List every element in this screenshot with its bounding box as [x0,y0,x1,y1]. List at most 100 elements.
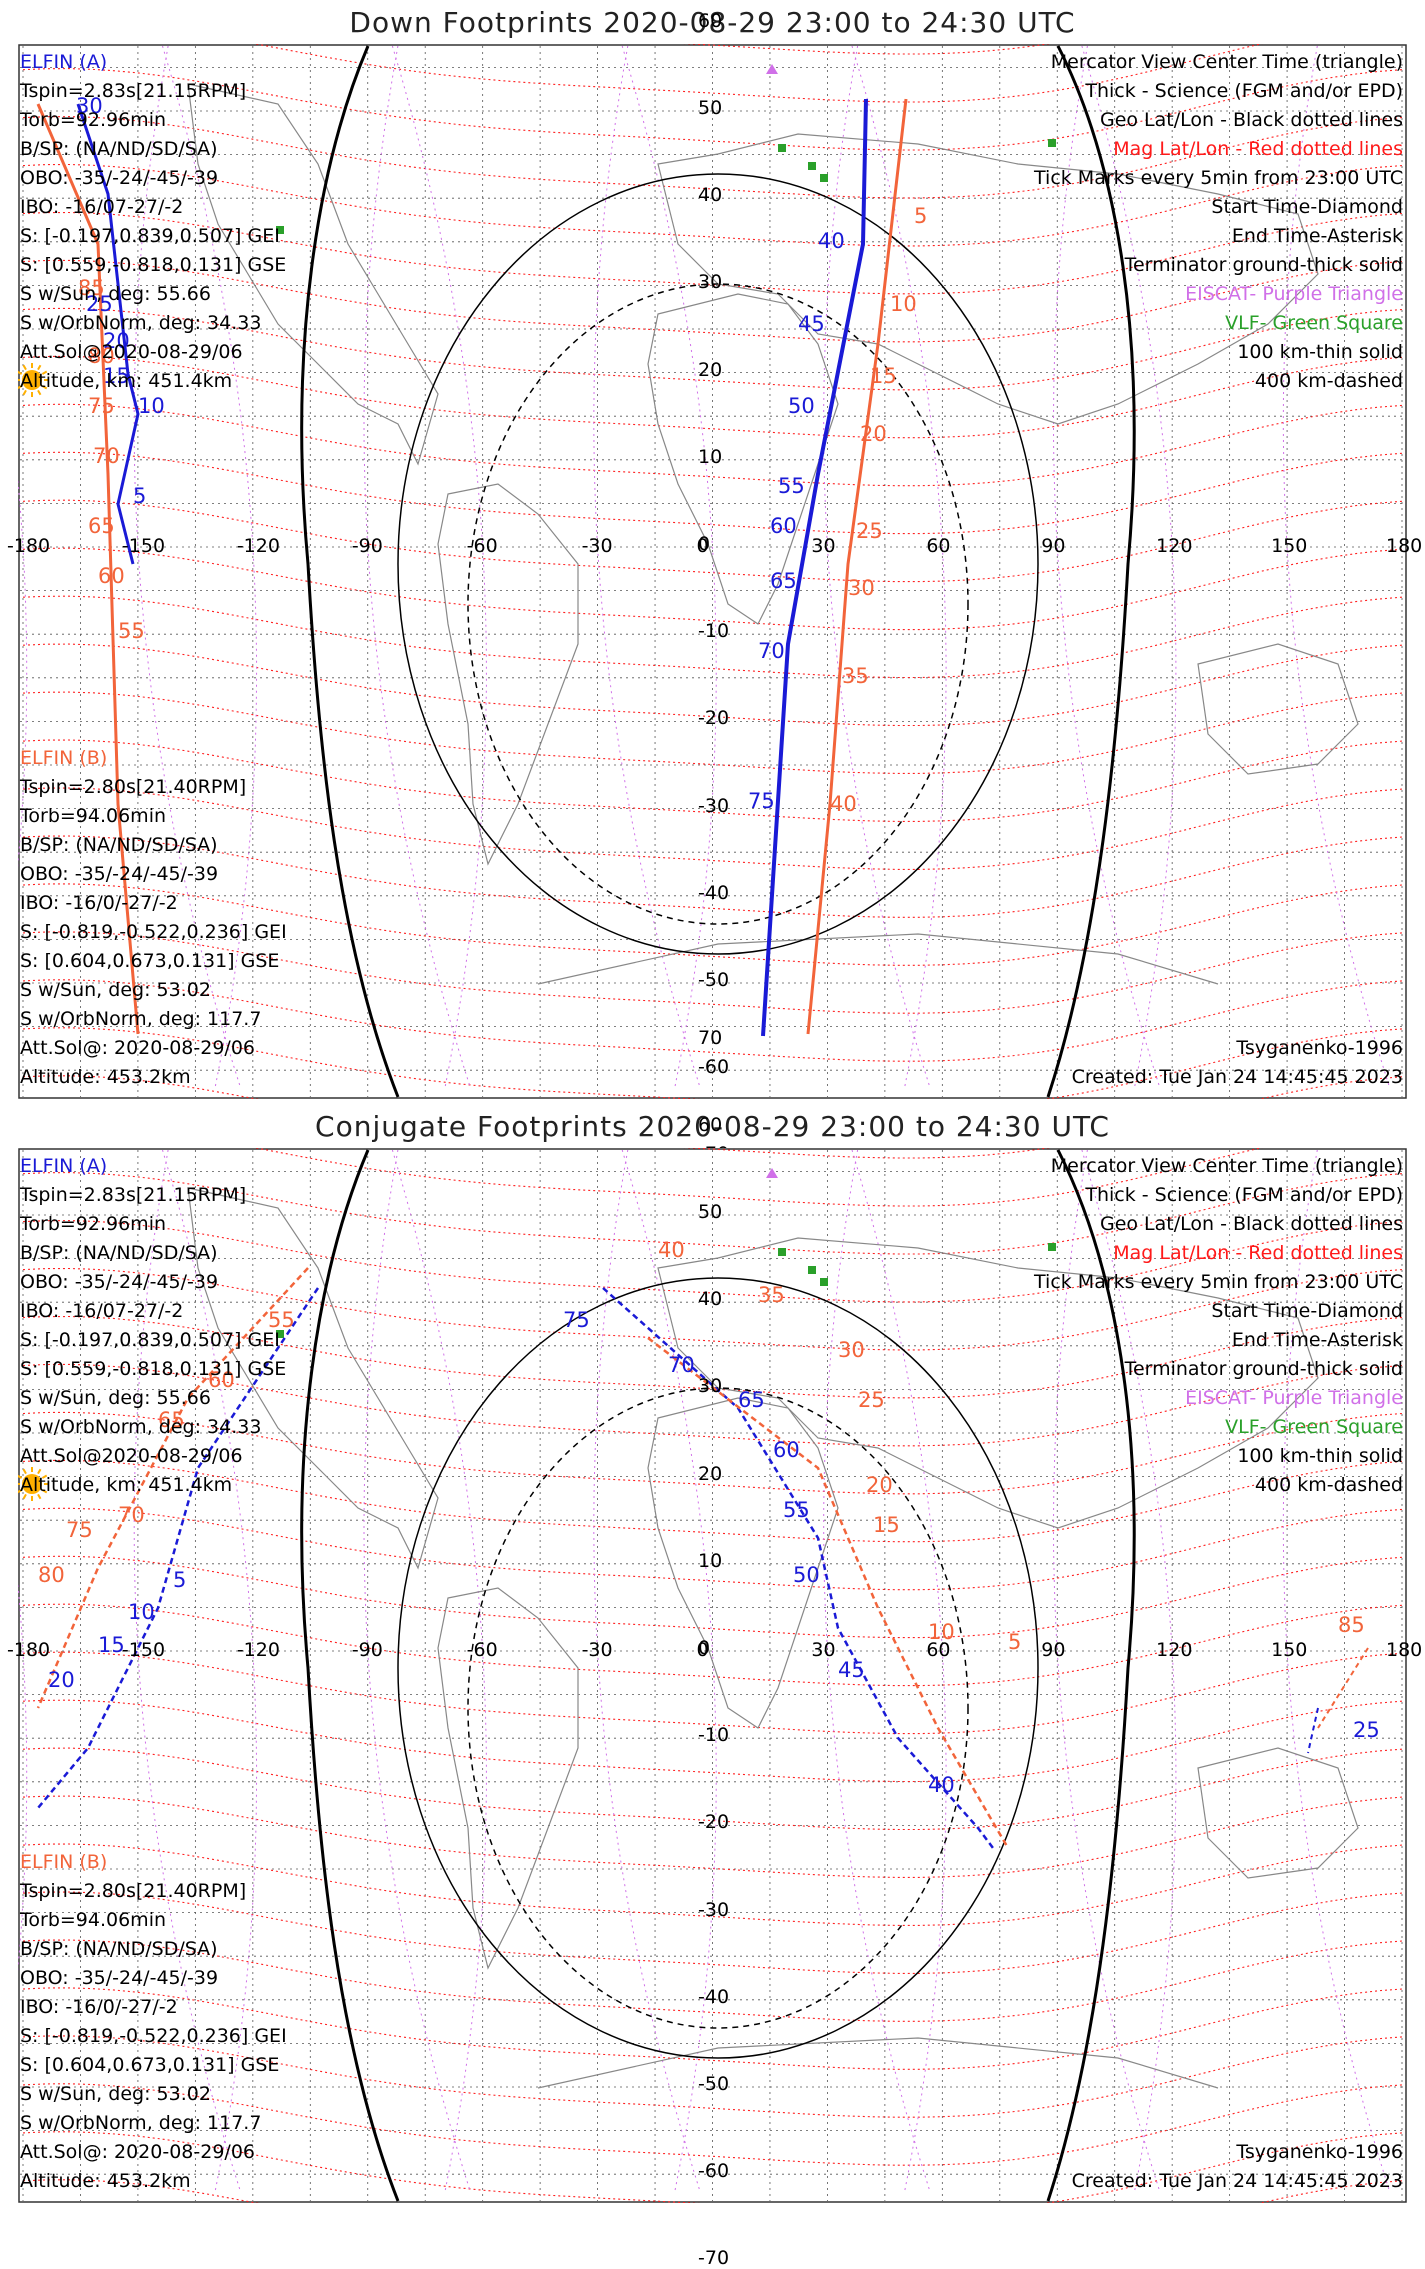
track-time-label: 70 [118,1503,145,1527]
coastlines [187,83,1359,985]
legend-item: EISCAT- Purple Triangle [1185,283,1403,305]
created-label: Created: Tue Jan 24 14:45:45 2023 [1071,1066,1403,1088]
lon-tick-label: 180 [1386,1639,1423,1661]
track-time-label: 75 [563,1308,590,1332]
mag-latitude-line [22,931,1403,1014]
info-line: B/SP: (NA/ND/SD/SA) [20,1938,218,1960]
info-line: OBO: -35/-24/-45/-39 [20,1967,219,1989]
info-line: Altitude: 453.2km [20,1066,191,1088]
elfin-a-info: ELFIN (A) Tspin=2.83s[21.15RPM] Torb=92.… [20,48,286,396]
mag-latitude-line [22,1699,1403,1783]
info-line: Att.Sol@: 2020-08-29/06 [20,1037,256,1059]
vlf-marker [276,226,284,234]
mag-latitude-line [22,1411,1403,1495]
track-time-label: 35 [842,664,869,688]
mag-latitude-line [22,211,1403,295]
elfin-b-name: ELFIN (B) [20,747,108,769]
lat-tick-label: -30 [698,1898,730,1921]
info-line: S: [0.559,-0.818,0.131] GSE [20,254,287,276]
sun-ray [37,1493,42,1500]
info-line: Torb=92.96min [20,1213,167,1235]
info-line: S: [-0.819,-0.522,0.236] GEI [20,921,287,943]
track-time-label: 40 [928,1773,955,1797]
coastline [647,293,839,625]
terminator-400km [467,283,969,925]
sun-ray [37,364,42,371]
model-label: Tsyganenko-1996 [1236,1037,1403,1059]
geo-grid [20,46,1405,1097]
track-time-label: 60 [208,1368,235,1392]
terminator [18,45,1136,1098]
mag-latitude-line [22,307,1403,391]
legend-item: End Time-Asterisk [1231,1329,1403,1351]
mag-latitude-line [22,1315,1403,1399]
info-line: B/SP: (NA/ND/SD/SA) [20,834,218,856]
mag-grid [18,1148,1403,2203]
sun-ray [18,370,23,375]
lat-tick-label: -20 [698,707,730,730]
lon-tick-label: -60 [466,1639,498,1661]
info-line: S w/Sun, deg: 53.02 [20,2083,211,2105]
track-time-label: 5 [133,484,147,508]
mag-longitude-line [18,1579,28,1973]
vlf-marker [778,144,786,152]
info-line: IBO: -16/0/-27/-2 [20,1996,178,2018]
elfin-b-info: ELFIN (B) Tspin=2.80s[21.40RPM] Torb=94.… [20,744,287,1092]
track-time-label: 85 [1338,1613,1365,1637]
elfin-a-name: ELFIN (A) [20,51,108,73]
legend-item: 400 km-dashed [1254,370,1403,392]
track-time-label: 65 [88,514,115,538]
lat-tick-label: -40 [698,1985,730,2008]
terminator-ground [1046,1149,1136,2202]
mag-latitude-line [22,1747,1403,1831]
elfin-a-info: ELFIN (A) Tspin=2.83s[21.15RPM] Torb=92.… [20,1152,286,1500]
track-time-label: 10 [138,394,165,418]
track-time-label: 25 [1353,1718,1380,1742]
footprint-track [761,98,868,1037]
vlf-marker [778,1248,786,1256]
vlf-marker [276,1330,284,1338]
info-line: Altitude, km: 451.4km [20,1474,233,1496]
info-line: Tspin=2.80s[21.40RPM] [20,1880,247,1902]
lat-tick-label: -40 [698,881,730,904]
track-time-label: 10 [128,1600,155,1624]
lat-tick-label: -60 [698,2160,730,2183]
lat-tick-label: 40 [698,184,723,207]
mag-longitude-line [823,1149,930,2191]
conjugate-footprints-map: -180 -150 -120 -90 -60 -30 0 30 60 90 120 150 180 5 10… [7,1027,1422,2269]
mag-latitude-line [22,1507,1403,1591]
track-time-label: 50 [788,394,815,418]
mag-latitude-line [22,595,1403,679]
info-line: B/SP: (NA/ND/SD/SA) [20,138,218,160]
mag-latitude-line [22,2179,1403,2203]
map-legend: Mercator View Center Time (triangle) Thi… [1034,48,1403,396]
eiscat-marker [766,1168,778,1178]
lon-tick-label: -150 [121,1639,166,1661]
track-time-label: 10 [928,1620,955,1644]
footprint-tracks [36,98,908,1037]
legend-item: Terminator ground-thick solid [1124,254,1403,276]
down-footprints-map: -180 -150 -120 -90 -60 -30 0 30 60 90 120 150 180 30 2… [7,10,1422,1166]
track-time-label: 85 [78,276,105,300]
track-time-label: 70 [93,444,120,468]
coastline [187,1187,439,1570]
sun-ray [41,370,48,375]
terminator-ground [300,45,400,1098]
track-time-label: 50 [793,1563,820,1587]
info-line: S w/OrbNorm, deg: 34.33 [20,1416,262,1438]
lon-tick-label: -180 [7,535,51,557]
lon-tick-label: 180 [1386,535,1423,557]
lat-tick-label: 50 [698,1201,723,1223]
lon-tick-label: -180 [7,1639,51,1661]
mag-latitude-line [22,979,1403,1062]
mag-latitude-line [22,1891,1403,1974]
lon-tick-label: 150 [1271,1639,1308,1661]
terminator [18,1149,1136,2202]
lon-tick-label: 150 [1271,535,1308,557]
info-line: IBO: -16/07-27/-2 [20,1300,184,1322]
lon-tick-label: -60 [466,535,498,557]
info-line: S w/Sun, deg: 55.66 [20,283,211,305]
sun-ray [22,389,27,396]
mag-latitude-line [22,1987,1403,2070]
legend-item: Mercator View Center Time (triangle) [1050,51,1403,73]
